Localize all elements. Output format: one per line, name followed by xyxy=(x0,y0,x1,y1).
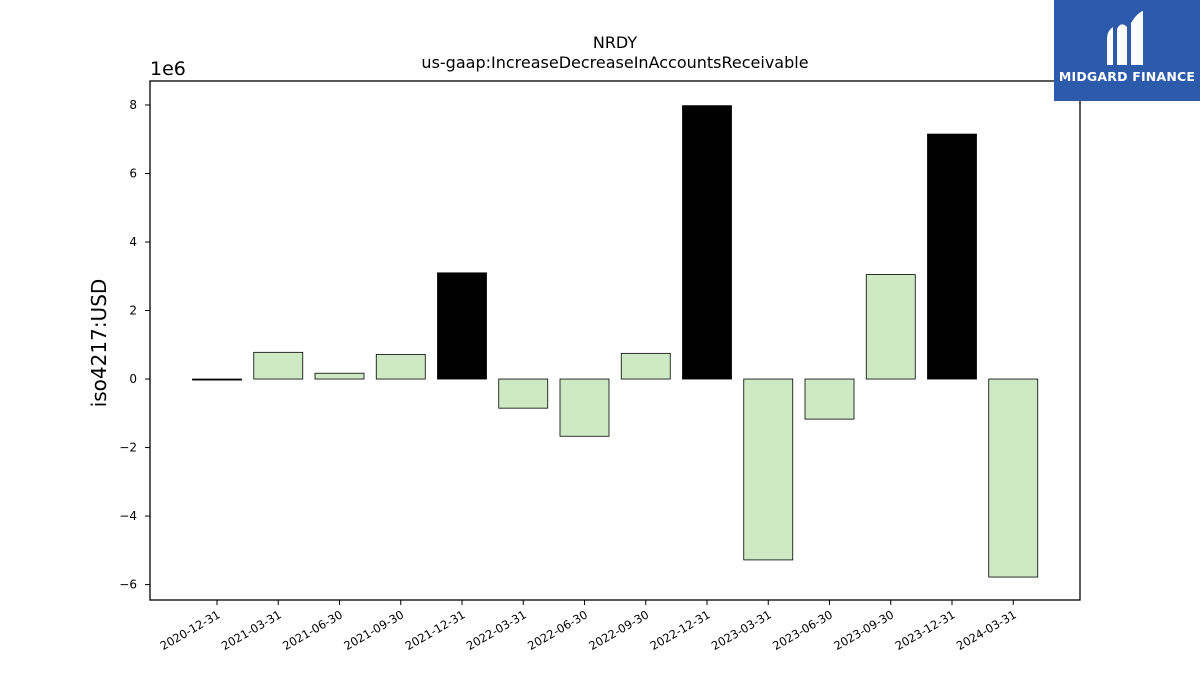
bar-2021-03-31 xyxy=(253,351,304,380)
x-tick-label: 2020-12-31 xyxy=(158,607,223,653)
y-tick-label: −6 xyxy=(119,578,137,592)
bar-2023-06-30 xyxy=(804,378,855,420)
bars-group xyxy=(192,105,1039,578)
bar-2023-09-30 xyxy=(865,274,916,380)
x-tick-label: 2023-03-31 xyxy=(709,607,774,653)
x-tick-label: 2024-03-31 xyxy=(954,607,1019,653)
chart-title: NRDY xyxy=(593,33,638,52)
bar-2022-12-31 xyxy=(682,105,732,380)
logo-text: MIDGARD FINANCE xyxy=(1058,69,1196,84)
bar-2022-06-30 xyxy=(559,378,610,437)
x-tick-label: 2023-09-30 xyxy=(831,607,896,653)
x-tick-label: 2021-09-30 xyxy=(341,607,406,653)
bar-2021-09-30 xyxy=(375,353,426,380)
x-tick-label: 2022-03-31 xyxy=(464,607,529,653)
y-axis-label: iso4217:USD xyxy=(87,279,111,408)
x-ticks: 2020-12-312021-03-312021-06-302021-09-30… xyxy=(158,600,1019,653)
x-tick-label: 2022-06-30 xyxy=(525,607,590,653)
plot-frame xyxy=(149,80,1081,601)
bar-2021-12-31 xyxy=(437,272,487,380)
bar-2020-12-31 xyxy=(192,378,242,381)
y-tick-label: 8 xyxy=(129,98,137,112)
bar-2023-03-31 xyxy=(743,378,794,561)
x-tick-label: 2021-06-30 xyxy=(280,607,345,653)
x-tick-label: 2023-06-30 xyxy=(770,607,835,653)
x-tick-label: 2021-03-31 xyxy=(219,607,284,653)
y-ticks: −6 −4 −2 0 2 4 6 8 xyxy=(119,98,150,592)
bar-2023-12-31 xyxy=(927,133,977,380)
y-tick-label: 2 xyxy=(129,304,137,318)
x-tick-label: 2021-12-31 xyxy=(403,607,468,653)
y-tick-label: −2 xyxy=(119,441,137,455)
y-tick-label: 4 xyxy=(129,235,137,249)
chart-subtitle: us-gaap:IncreaseDecreaseInAccountsReceiv… xyxy=(421,53,808,72)
y-tick-label: −4 xyxy=(119,509,137,523)
bar-2021-06-30 xyxy=(314,372,365,380)
x-tick-label: 2022-09-30 xyxy=(586,607,651,653)
y-tick-label: 6 xyxy=(129,166,137,180)
midgard-finance-logo: MIDGARD FINANCE xyxy=(1054,0,1200,101)
bar-2022-03-31 xyxy=(498,378,549,409)
bar-2022-09-30 xyxy=(620,352,671,380)
y-tick-label: 0 xyxy=(129,372,137,386)
bar-2024-03-31 xyxy=(988,378,1039,578)
y-scale-label: 1e6 xyxy=(150,58,186,80)
x-tick-label: 2022-12-31 xyxy=(648,607,713,653)
logo-mark-icon xyxy=(1107,11,1143,65)
x-tick-label: 2023-12-31 xyxy=(893,607,958,653)
